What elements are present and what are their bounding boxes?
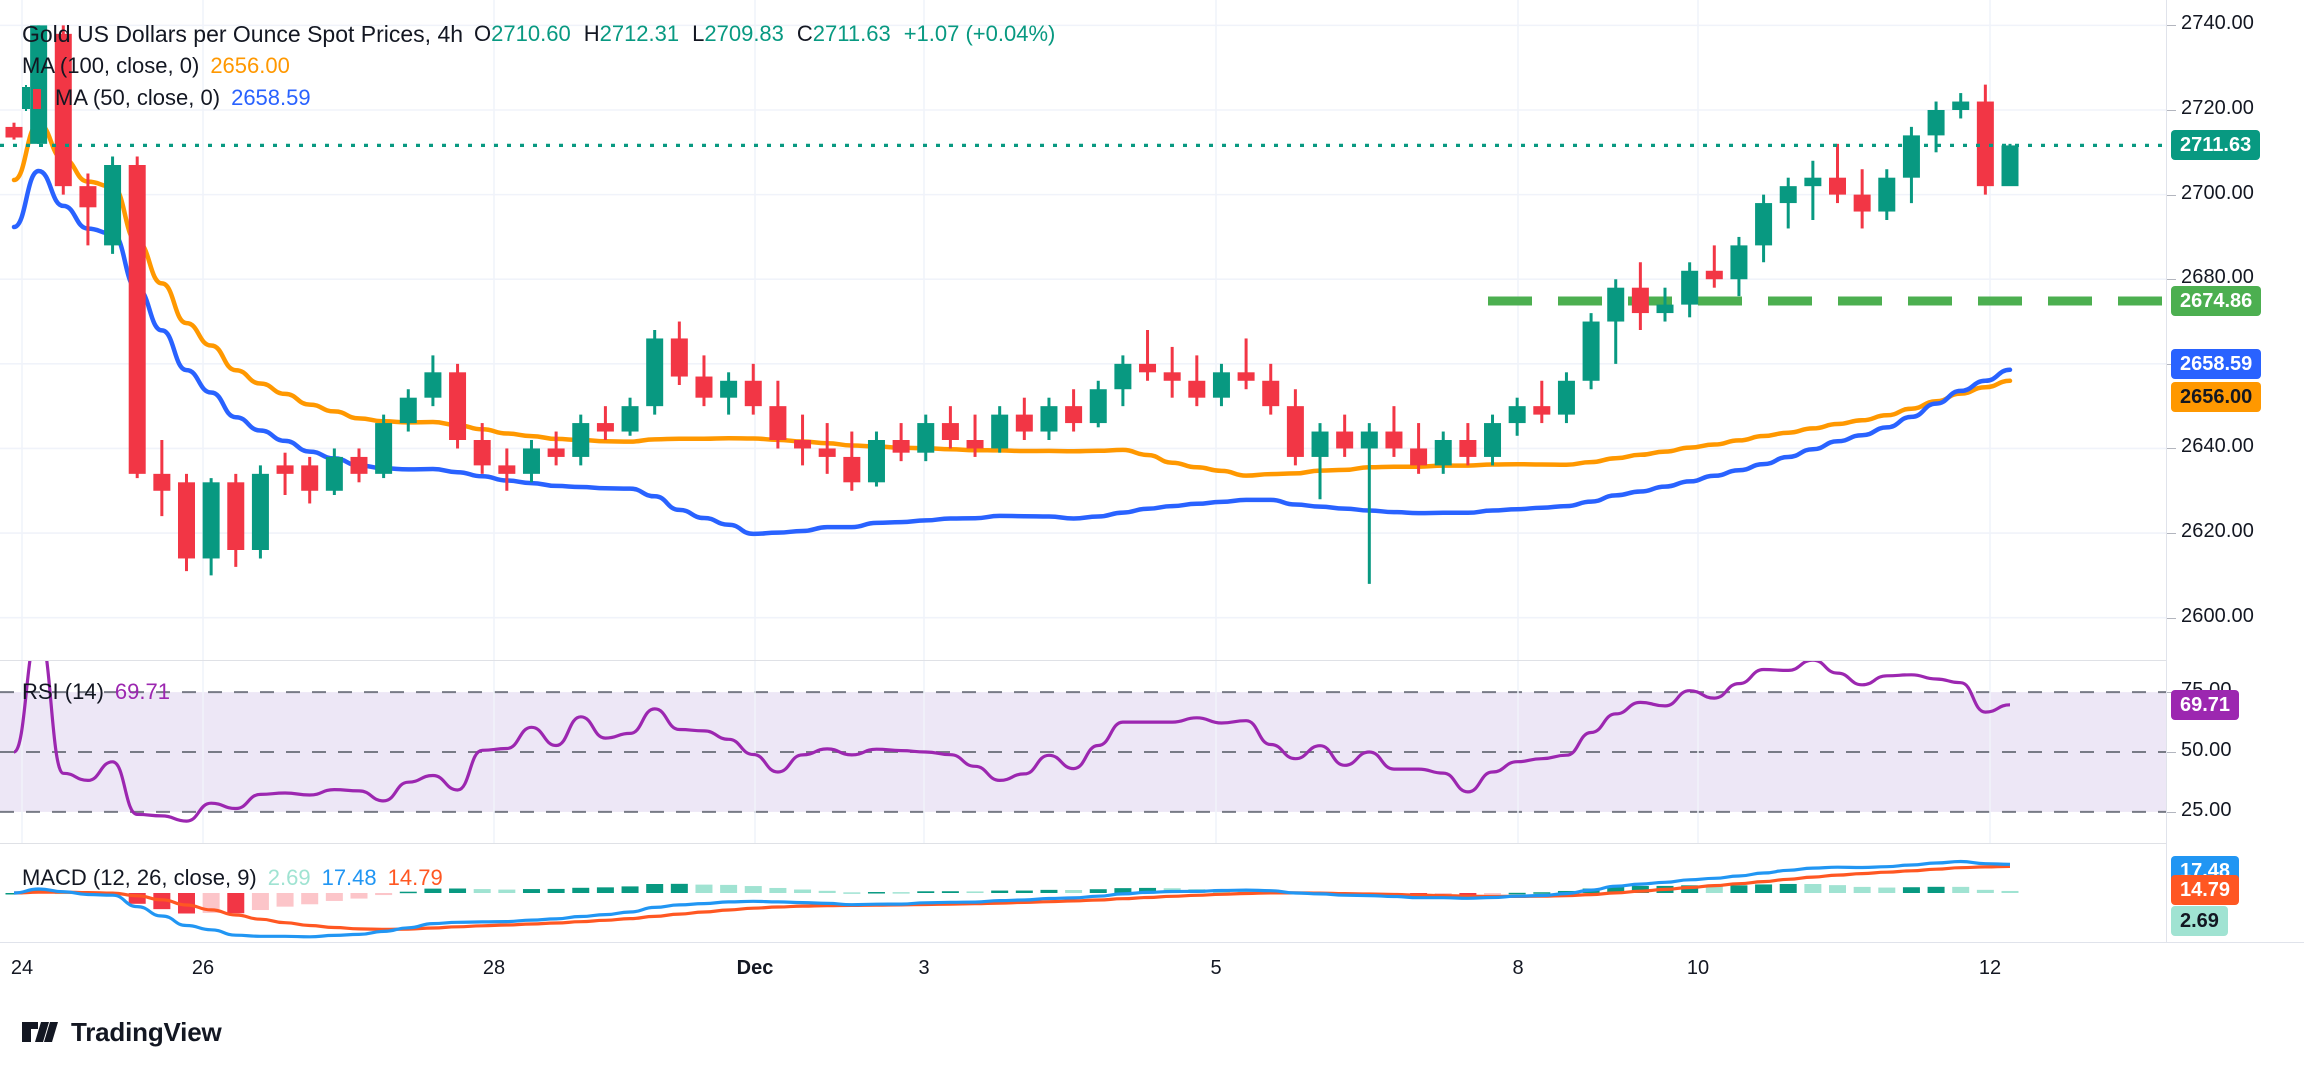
time-scale-axis[interactable]: 24 26 28 Dec 3 5 8 10 12 — [0, 942, 2304, 998]
macd-plot[interactable] — [0, 844, 2166, 942]
macd-badge-histogram[interactable]: 2.69 — [2171, 906, 2228, 936]
axis-tick-mark — [2167, 25, 2176, 27]
price-axis-tick: 2680.00 — [2181, 266, 2254, 289]
rsi-plot[interactable] — [0, 661, 2166, 843]
price-badge-level-line[interactable]: 2674.86 — [2171, 285, 2262, 316]
ma100-line — [11, 121, 2013, 478]
rsi-badge-rsi-value[interactable]: 69.71 — [2171, 689, 2240, 720]
rsi-pane[interactable] — [0, 661, 2166, 843]
rsi-plot-svg — [0, 661, 2166, 843]
price-axis-tick: 2600.00 — [2181, 604, 2254, 627]
candlestick-series — [5, 25, 2019, 584]
price-badge-last-price[interactable]: 2711.63 — [2171, 130, 2261, 161]
axis-tick-mark — [2167, 533, 2176, 535]
price-axis-tick: 2620.00 — [2181, 520, 2254, 543]
price-axis-tick: 2700.00 — [2181, 181, 2254, 204]
macd-badge-signal-line[interactable]: 14.79 — [2171, 875, 2240, 905]
pane-divider-rsi — [0, 660, 2304, 661]
pane-divider-macd — [0, 843, 2304, 844]
price-axis-tick: 2640.00 — [2181, 435, 2254, 458]
time-axis-tick: 26 — [191, 957, 215, 979]
price-plot[interactable] — [0, 0, 2166, 660]
time-axis-tick: 10 — [1686, 957, 1710, 979]
price-scale-axis[interactable]: 2740.002720.002700.002680.002660.002640.… — [2166, 0, 2304, 942]
macd-histogram — [5, 883, 2019, 914]
rsi-gridlines — [0, 661, 2166, 843]
price-axis-tick: 2740.00 — [2181, 12, 2254, 35]
tradingview-logo-icon — [22, 1022, 58, 1042]
price-pane[interactable] — [0, 0, 2166, 660]
time-axis-tick: 5 — [1210, 957, 1222, 979]
tradingview-wordmark: TradingView — [71, 1016, 222, 1047]
axis-tick-mark — [2167, 811, 2176, 813]
macd-line — [13, 859, 2011, 939]
time-axis-tick: 24 — [10, 957, 34, 979]
macd-pane[interactable] — [0, 844, 2166, 942]
axis-tick-mark — [2167, 110, 2176, 111]
rsi-line — [12, 661, 2011, 823]
rsi-axis-tick: 50.00 — [2181, 739, 2232, 761]
axis-tick-mark — [2167, 448, 2176, 450]
axis-tick-mark — [2167, 617, 2176, 619]
macd-plot-svg — [5, 859, 2019, 939]
price-badge-ma100[interactable]: 2656.00 — [2171, 381, 2262, 412]
price-plot-svg — [0, 0, 2166, 660]
time-axis-tick: 3 — [918, 957, 930, 979]
axis-tick-mark — [2167, 279, 2176, 281]
price-badge-ma50[interactable]: 2658.59 — [2171, 348, 2262, 379]
footer-brand[interactable]: TradingView — [0, 998, 2304, 1066]
axis-tick-mark — [2167, 194, 2176, 196]
price-axis-tick: 2720.00 — [2181, 97, 2254, 119]
time-axis-tick: 28 — [482, 957, 506, 979]
time-axis-tick: Dec — [736, 957, 774, 979]
axis-tick-mark — [2167, 752, 2176, 753]
rsi-axis-tick: 25.00 — [2181, 798, 2232, 821]
time-axis-tick: 12 — [1978, 957, 2002, 979]
price-gridlines — [0, 0, 2166, 660]
time-axis-tick: 8 — [1512, 957, 1524, 979]
macd-signal-line — [13, 864, 2011, 932]
